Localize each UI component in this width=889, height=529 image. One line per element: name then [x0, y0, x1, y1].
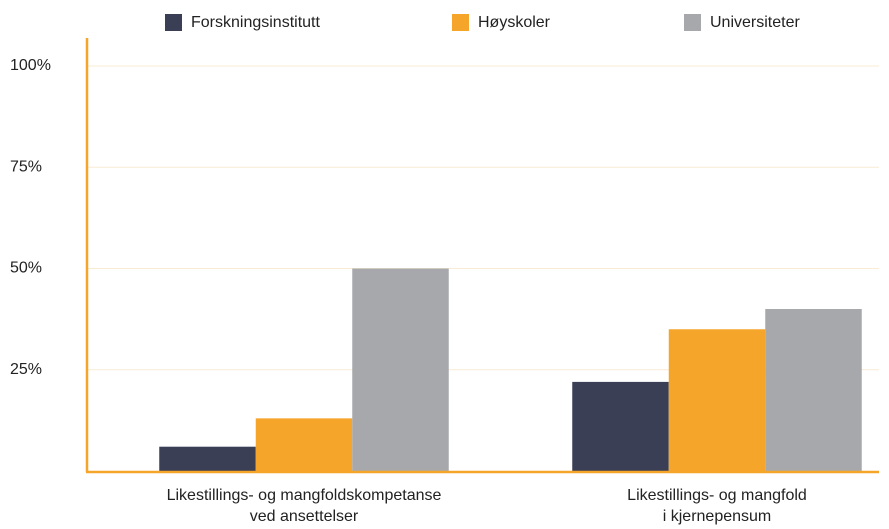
legend-label: Forskningsinstitutt: [191, 14, 320, 31]
legend-swatch: [165, 14, 182, 31]
y-tick-label: 100%: [10, 57, 51, 74]
bar: [668, 329, 766, 471]
legend-label: Universiteter: [710, 14, 800, 31]
y-tick-label: 25%: [10, 361, 42, 378]
legend-swatch: [452, 14, 469, 31]
bar: [572, 381, 669, 471]
x-tick-label: Likestillings- og mangfoldskompetanse: [167, 487, 442, 504]
x-tick-label: i kjernepensum: [663, 508, 772, 525]
y-tick-label: 75%: [10, 158, 42, 175]
x-tick-label: ved ansettelser: [250, 508, 359, 525]
x-tick-label: Likestillings- og mangfold: [627, 487, 807, 504]
legend-swatch: [684, 14, 701, 31]
bar: [255, 418, 353, 471]
y-tick-label: 50%: [10, 260, 42, 277]
bar: [352, 268, 449, 471]
bar: [159, 446, 256, 471]
legend-label: Høyskoler: [478, 14, 551, 31]
bar: [765, 309, 862, 471]
